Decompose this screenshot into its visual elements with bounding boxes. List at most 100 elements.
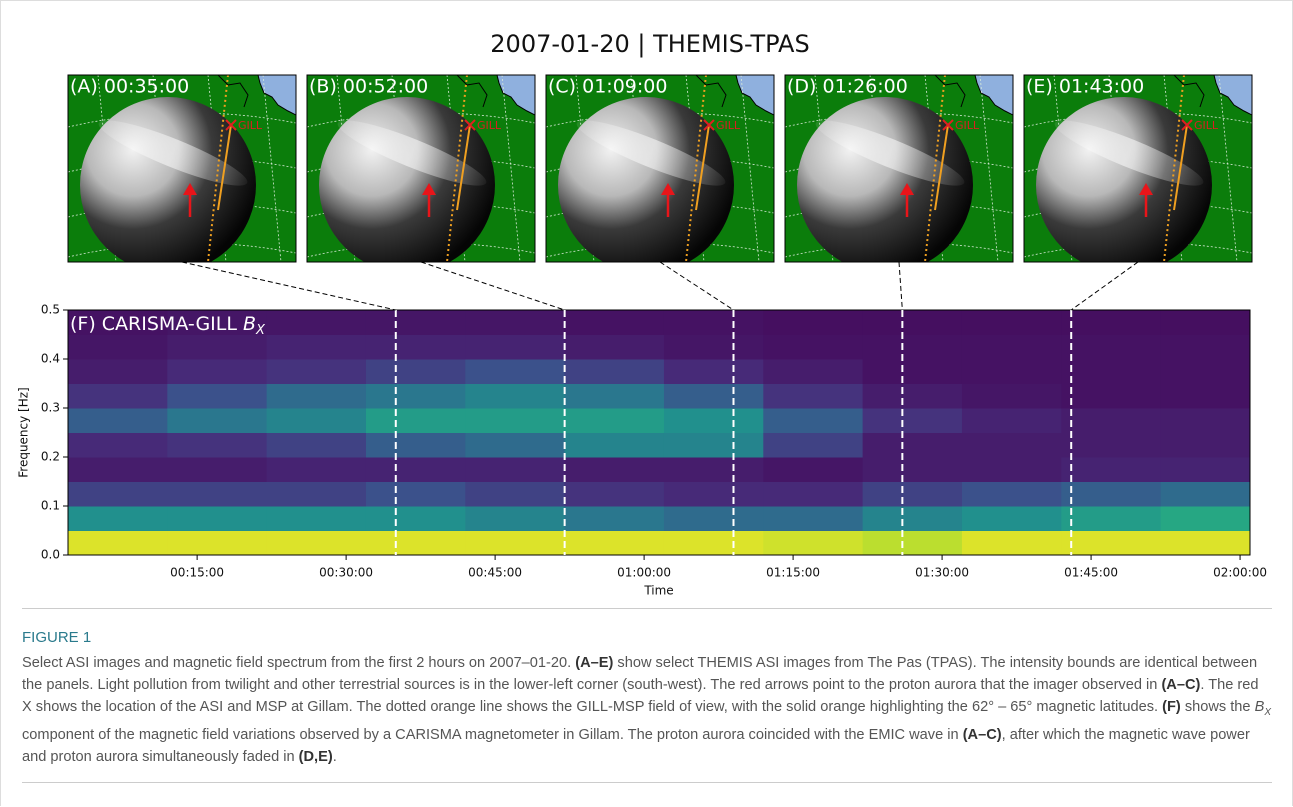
x-tick-label: 01:00:00	[617, 566, 671, 580]
heat-cell	[863, 433, 963, 458]
heat-cell	[1061, 408, 1161, 433]
panel-label: (C) 01:09:00	[548, 76, 667, 98]
heat-cell	[366, 408, 466, 433]
heat-cell	[167, 531, 267, 556]
heat-cell	[1161, 506, 1251, 531]
heat-cell	[863, 335, 963, 360]
heat-cell	[1161, 310, 1251, 335]
heat-cell	[1161, 433, 1251, 458]
heat-cell	[1161, 408, 1251, 433]
caption: FIGURE 1 Select ASI images and magnetic …	[22, 608, 1272, 783]
heat-cell	[267, 384, 367, 409]
heat-cell	[465, 408, 565, 433]
heat-cell	[962, 457, 1062, 482]
heat-cell	[465, 310, 565, 335]
heat-cell	[465, 359, 565, 384]
y-axis-label: Frequency [Hz]	[17, 387, 31, 478]
y-tick-label: 0.0	[41, 548, 60, 562]
heat-cell	[565, 506, 665, 531]
asi-panel: GILL(C) 01:09:00	[546, 75, 774, 273]
heat-cell	[565, 482, 665, 507]
heat-cell	[863, 310, 963, 335]
heat-cell	[763, 384, 863, 409]
heat-cell	[68, 408, 168, 433]
heat-cell	[664, 310, 764, 335]
heat-cell	[1061, 433, 1161, 458]
caption-segment: (A–C)	[963, 727, 1002, 743]
heat-cell	[962, 335, 1062, 360]
connector	[899, 262, 902, 310]
x-tick-label: 02:00:00	[1213, 566, 1267, 580]
heat-cell	[962, 531, 1062, 556]
heat-cell	[68, 335, 168, 360]
y-tick-label: 0.2	[41, 450, 60, 464]
heat-cell	[664, 359, 764, 384]
heat-cell	[68, 433, 168, 458]
heat-cell	[68, 384, 168, 409]
caption-segment: (A–C)	[1161, 677, 1200, 693]
heat-cell	[1161, 482, 1251, 507]
heat-cell	[68, 531, 168, 556]
heat-cell	[565, 408, 665, 433]
heat-cell	[366, 359, 466, 384]
caption-segment: component of the magnetic field variatio…	[22, 727, 963, 743]
caption-segment: (F)	[1162, 699, 1181, 715]
panel-f-label-part: B	[243, 313, 256, 335]
heat-cell	[565, 457, 665, 482]
heat-cell	[68, 359, 168, 384]
page: 2007-01-20 | THEMIS-TPAS GILL(A) 00:35:0…	[0, 0, 1293, 807]
site-label: GILL	[477, 119, 502, 132]
heat-cell	[763, 408, 863, 433]
heat-cell	[1061, 482, 1161, 507]
heat-cell	[68, 457, 168, 482]
heat-cell	[366, 433, 466, 458]
heat-cell	[664, 482, 764, 507]
heat-cell	[465, 335, 565, 360]
heat-cell	[167, 359, 267, 384]
asi-panel: GILL(E) 01:43:00	[1024, 75, 1252, 273]
figure-title: 2007-01-20 | THEMIS-TPAS	[490, 30, 809, 58]
heat-cell	[763, 335, 863, 360]
heat-cell	[267, 531, 367, 556]
heat-cell	[863, 531, 963, 556]
connector	[182, 262, 396, 310]
x-tick-label: 01:15:00	[766, 566, 820, 580]
caption-segment: B	[1255, 699, 1265, 715]
heat-cell	[267, 359, 367, 384]
connector	[421, 262, 565, 310]
caption-segment: Select ASI images and magnetic field spe…	[22, 655, 575, 671]
heat-cell	[763, 433, 863, 458]
panel-label: (D) 01:26:00	[787, 76, 908, 98]
heat-cell	[1061, 335, 1161, 360]
caption-text: Select ASI images and magnetic field spe…	[22, 652, 1272, 768]
heat-cell	[267, 335, 367, 360]
y-tick-label: 0.1	[41, 499, 60, 513]
heat-cell	[664, 531, 764, 556]
x-tick-label: 00:45:00	[468, 566, 522, 580]
figure: 2007-01-20 | THEMIS-TPAS GILL(A) 00:35:0…	[0, 0, 1293, 600]
panel-label: (A) 00:35:00	[70, 76, 189, 98]
heat-cell	[465, 531, 565, 556]
caption-segment: shows the	[1181, 699, 1255, 715]
heat-cell	[962, 384, 1062, 409]
panel-label: (B) 00:52:00	[309, 76, 428, 98]
heat-cell	[962, 433, 1062, 458]
connector	[660, 262, 733, 310]
x-tick-label: 01:30:00	[915, 566, 969, 580]
heat-cell	[366, 310, 466, 335]
heat-cell	[68, 506, 168, 531]
heat-cell	[465, 457, 565, 482]
heat-cell	[267, 506, 367, 531]
x-tick-label: 01:45:00	[1064, 566, 1118, 580]
panel-f-label-part: X	[255, 323, 266, 338]
heat-cell	[167, 482, 267, 507]
heat-cell	[167, 335, 267, 360]
asi-image: GILL(C) 01:09:00	[546, 75, 774, 273]
site-label: GILL	[955, 119, 980, 132]
heat-cell	[565, 433, 665, 458]
heat-cell	[863, 359, 963, 384]
heat-cell	[167, 408, 267, 433]
heat-cell	[366, 482, 466, 507]
heat-cell	[962, 408, 1062, 433]
asi-panel: GILL(A) 00:35:00	[68, 75, 296, 273]
